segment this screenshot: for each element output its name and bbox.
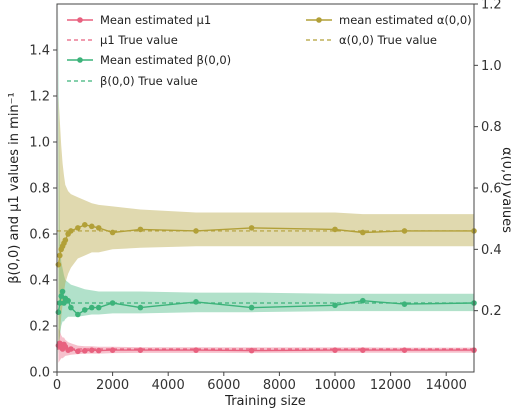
right-axis-ticks: 0.2 0.4 0.6 0.8 1.0 1.2	[474, 0, 502, 319]
left-tick-label: 1.0	[29, 136, 50, 151]
series-1-point	[109, 300, 116, 306]
series-1-point	[58, 293, 64, 299]
series-1-point	[95, 304, 102, 311]
series-1-point	[401, 301, 408, 307]
legend-label-mean-estimated-0-0: Mean estimated β(0,0)	[100, 53, 231, 67]
series-2-point	[193, 228, 199, 234]
series-1-point	[59, 288, 66, 295]
legend-label-0-0-true-value: α(0,0) True value	[339, 33, 437, 47]
series-1-point	[137, 304, 144, 311]
series-0-point	[193, 347, 199, 353]
left-axis-ticks: 0.0 0.2 0.4 0.6 0.8 1.0 1.2 1.4	[29, 44, 57, 381]
x-tick-label: 12000	[370, 378, 411, 393]
right-tick-label: 0.4	[481, 243, 502, 258]
right-tick-label: 0.8	[481, 120, 502, 135]
series-1-point	[56, 300, 63, 306]
x-tick-label: 6000	[207, 378, 240, 393]
series-0-point	[75, 348, 81, 355]
legend-label-mean-estimated-0-0: mean estimated α(0,0)	[339, 13, 472, 27]
series-0-point	[360, 347, 366, 353]
x-axis-ticks: 0 2000 4000 6000 8000 10000 12000 14000	[53, 372, 467, 393]
series-1-point	[75, 311, 81, 318]
legend-marker-mean-estimated-1	[77, 17, 83, 23]
series-2-point	[68, 228, 74, 234]
series-0-point	[95, 347, 102, 354]
left-axis-label: β(0,0) and μ1 values in min⁻¹	[7, 92, 22, 284]
left-tick-label: 0.2	[29, 320, 50, 335]
series-1-point	[55, 309, 62, 316]
series-2-point	[248, 225, 255, 231]
right-tick-label: 1.0	[481, 59, 502, 74]
series-2-point	[332, 226, 338, 233]
series-1-point	[68, 304, 74, 311]
series-2-band	[58, 96, 475, 354]
legend-label-mean-estimated-1: Mean estimated μ1	[100, 13, 211, 27]
series-2-point	[56, 252, 63, 259]
right-tick-label: 0.6	[481, 182, 502, 197]
series-2-point	[88, 223, 95, 230]
x-tick-label: 4000	[152, 378, 185, 393]
x-tick-label: 14000	[426, 378, 467, 393]
legend-marker-mean-estimated-0-0	[77, 57, 83, 63]
right-tick-label: 0.2	[481, 304, 502, 319]
x-tick-label: 0	[53, 378, 61, 393]
right-axis-label: α(0,0) values	[499, 147, 511, 233]
left-tick-label: 0.6	[29, 228, 50, 243]
series-1-point	[332, 302, 338, 309]
series-2-point	[62, 237, 69, 243]
series-2-point	[75, 225, 81, 231]
series-0-point	[68, 346, 74, 352]
left-tick-label: 0.4	[29, 274, 50, 289]
series-2-point	[109, 229, 116, 236]
x-tick-label: 10000	[314, 378, 355, 393]
legend-label-0-0-true-value: β(0,0) True value	[100, 74, 198, 88]
series-0-point	[332, 347, 338, 353]
legend: Mean estimated μ1 μ1 True value Mean estim…	[67, 13, 472, 88]
series-0-point	[88, 347, 95, 353]
x-axis-label: Training size	[224, 394, 306, 409]
series-2-point	[137, 226, 144, 233]
series-0-point	[137, 347, 144, 353]
x-tick-label: 8000	[263, 378, 296, 393]
series-2-point	[360, 229, 366, 236]
series-1-point	[61, 300, 67, 306]
left-tick-label: 0.0	[29, 366, 50, 381]
legend-label-1-true-value: μ1 True value	[100, 33, 178, 47]
left-tick-label: 1.2	[29, 90, 50, 105]
series-1-point	[82, 307, 88, 313]
series-1-point	[360, 297, 366, 304]
confidence-bands	[58, 4, 475, 363]
series-0-band	[58, 328, 475, 363]
right-tick-label: 1.2	[481, 0, 502, 13]
series-0-point	[248, 347, 255, 354]
series-2-point	[55, 261, 62, 268]
x-tick-label: 2000	[96, 378, 129, 393]
left-tick-label: 0.8	[29, 182, 50, 197]
series-1-point	[88, 304, 95, 311]
series-1-point	[248, 304, 255, 311]
series-2-point	[401, 228, 408, 234]
series-1-point	[65, 297, 71, 304]
series-2-point	[82, 222, 88, 228]
series-0-point	[82, 348, 88, 354]
series-0-point	[401, 347, 408, 353]
series-2-point	[95, 225, 102, 231]
series-1-point	[193, 299, 199, 305]
legend-marker-mean-estimated-0-0	[316, 17, 322, 23]
left-tick-label: 1.4	[29, 44, 50, 59]
series-0-point	[109, 347, 116, 353]
